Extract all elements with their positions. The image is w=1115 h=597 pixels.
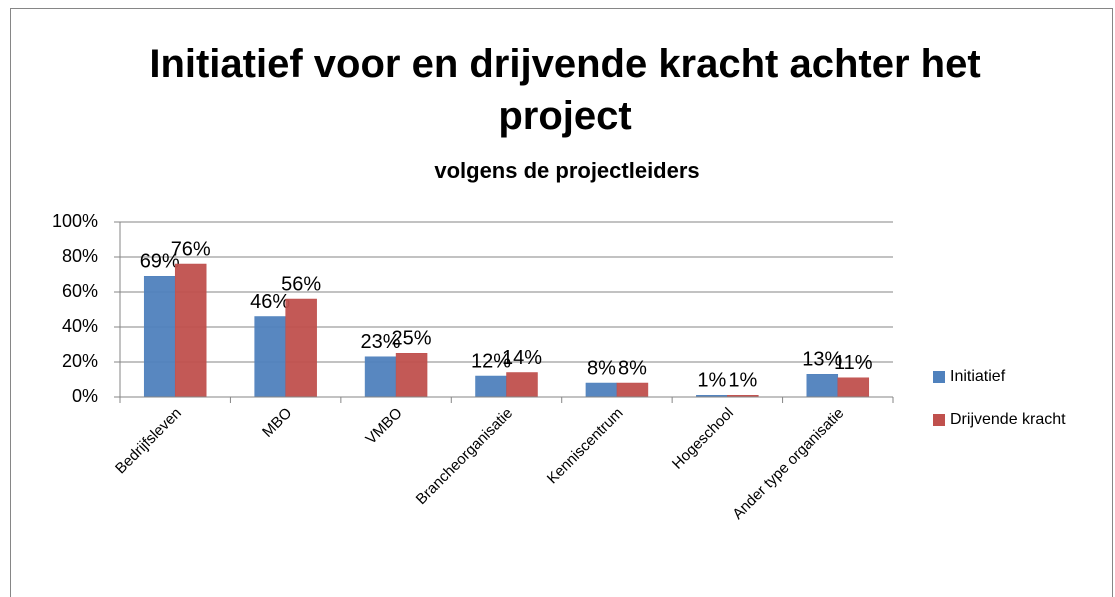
data-label: 76% (171, 238, 211, 260)
y-tick-label: 80% (62, 246, 98, 266)
bar (837, 377, 870, 398)
y-tick-label: 20% (62, 351, 98, 371)
bar (395, 353, 428, 398)
x-tick-label: Ander type organisatie (729, 405, 847, 523)
chart-border (10, 8, 1113, 597)
x-tick-label-group: Hogeschool (669, 405, 737, 473)
legend-label: Initiatief (950, 368, 1006, 385)
x-tick-label-group: Ander type organisatie (729, 405, 847, 523)
data-label: 1% (697, 370, 726, 392)
data-label: 14% (502, 347, 542, 369)
x-tick-label-group: MBO (259, 405, 295, 441)
x-tick-label: Hogeschool (669, 405, 737, 473)
x-tick-label-group: VMBO (362, 405, 405, 448)
y-tick-label: 60% (62, 281, 98, 301)
data-label: 46% (250, 291, 290, 313)
legend-label: Drijvende kracht (950, 411, 1066, 428)
y-tick-label: 0% (72, 386, 98, 406)
data-label: 12% (471, 350, 511, 372)
bar (285, 298, 317, 398)
bar (254, 316, 286, 398)
bar (506, 372, 538, 398)
data-label: 13% (802, 349, 842, 371)
legend-swatch (933, 414, 945, 426)
data-label: 11% (834, 352, 873, 374)
bar (616, 382, 649, 398)
bar (143, 276, 176, 398)
x-tick-label: Brancheorganisatie (413, 405, 516, 508)
x-tick-label: MBO (259, 405, 295, 441)
data-label: 1% (728, 370, 757, 392)
bar (364, 356, 397, 398)
bar (585, 382, 618, 398)
chart-subtitle: volgens de projectleiders (434, 158, 699, 183)
data-label: 56% (281, 273, 321, 295)
x-tick-label: VMBO (362, 405, 405, 448)
x-tick-label-group: Brancheorganisatie (413, 405, 516, 508)
x-tick-label-group: Bedrijfsleven (112, 405, 185, 478)
y-tick-label: 100% (52, 211, 98, 231)
x-tick-label: Bedrijfsleven (112, 405, 185, 478)
data-label: 8% (587, 357, 616, 379)
y-tick-label: 40% (62, 316, 98, 336)
data-label: 25% (392, 328, 432, 350)
data-label: 69% (140, 251, 180, 273)
data-label: 23% (361, 331, 401, 353)
bar (475, 375, 507, 398)
chart-title: Initiatief voor en drijvende kracht acht… (149, 42, 981, 138)
bar (174, 263, 207, 398)
legend-swatch (933, 371, 945, 383)
x-tick-label-group: Kenniscentrum (544, 405, 627, 488)
x-tick-label: Kenniscentrum (544, 405, 627, 488)
data-label: 8% (618, 357, 647, 379)
bar (806, 374, 839, 398)
